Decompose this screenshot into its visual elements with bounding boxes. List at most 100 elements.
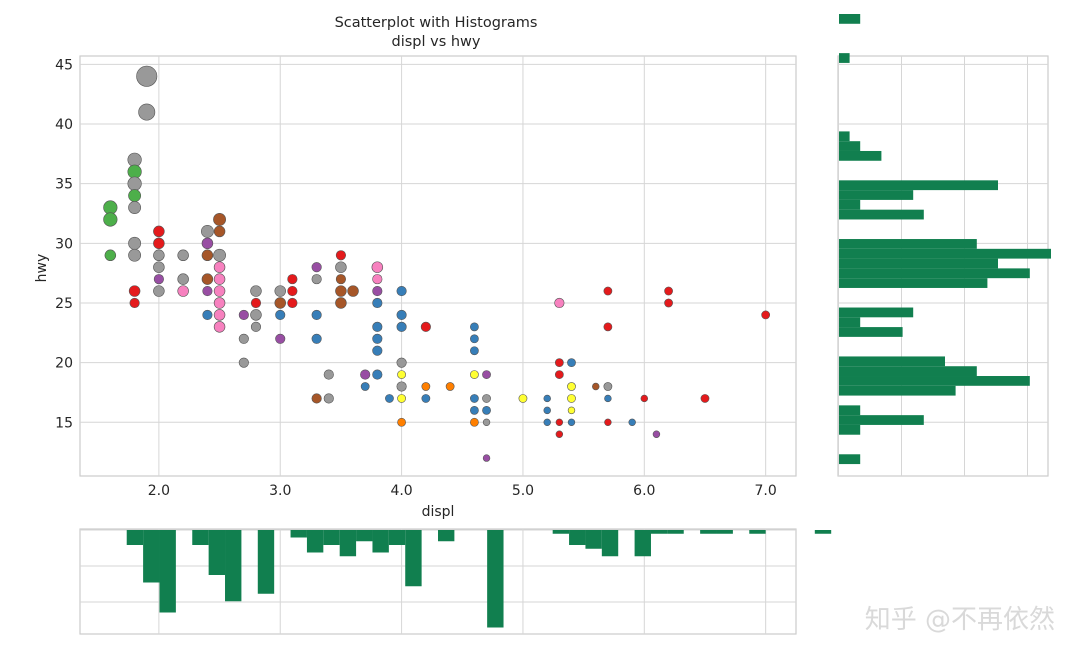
scatter-point: [396, 309, 407, 320]
scatter-point: [311, 393, 322, 404]
scatter-point: [250, 321, 262, 332]
scatter-point: [554, 297, 565, 309]
scatter-point: [201, 237, 214, 250]
scatter-point: [421, 382, 431, 391]
scatter-point: [136, 65, 158, 87]
scatter-point: [311, 262, 322, 273]
x-histogram-bar: [552, 530, 570, 534]
scatter-point: [250, 309, 262, 321]
x-histogram-bar: [290, 530, 307, 538]
y-histogram-bar: [839, 385, 956, 396]
scatter-point: [238, 357, 249, 368]
scatter-point: [311, 309, 322, 320]
scatter-point: [213, 213, 226, 226]
scatter-point: [128, 248, 142, 262]
scatter-point: [603, 322, 613, 332]
scatter-point: [153, 225, 165, 238]
x-histogram-frame: [79, 528, 797, 635]
x-tick-labels: 2.0 3.0 4.0 5.0 6.0 7.0: [148, 483, 777, 499]
scatter-point: [420, 321, 431, 332]
scatter-point: [103, 200, 118, 215]
scatter-point: [153, 237, 165, 250]
scatter-grid: [80, 56, 796, 476]
scatter-point: [555, 418, 564, 427]
y-histogram-bar: [839, 405, 861, 416]
scatter-point: [128, 285, 141, 297]
x-histogram-bar: [814, 530, 832, 534]
x-tick-label: 4.0: [390, 483, 412, 499]
y-histogram-bar: [839, 248, 1051, 259]
scatter-point: [396, 321, 407, 332]
chart-title: Scatterplot with Histograms: [335, 15, 538, 31]
y-histogram-bars: [839, 14, 1051, 465]
scatter-plot-area: 2.0 3.0 4.0 5.0 6.0 7.0 15 20 25 30 35 40 45: [55, 55, 797, 499]
scatter-point: [700, 394, 710, 403]
y-tick-label: 30: [55, 236, 73, 252]
scatter-point: [129, 297, 140, 309]
chart-subtitle: displ vs hwy: [391, 34, 480, 50]
x-axis-label: displ: [422, 504, 455, 520]
scatter-point: [335, 297, 347, 309]
scatter-point: [372, 321, 383, 332]
scatter-point: [274, 297, 286, 309]
scatter-point: [127, 164, 142, 179]
x-histogram-bar: [634, 530, 651, 557]
scatter-point: [554, 358, 564, 368]
x-histogram-bar: [192, 530, 209, 545]
scatter-point: [518, 394, 528, 403]
x-histogram-bar: [716, 530, 733, 534]
scatter-point: [153, 249, 165, 262]
scatter-point: [372, 285, 383, 297]
scatter-point: [482, 418, 491, 427]
scatter-point: [396, 381, 407, 392]
scatter-point: [213, 225, 226, 238]
scatter-point: [177, 285, 189, 297]
scatter-point: [604, 394, 612, 403]
scatter-point: [603, 286, 613, 296]
y-tick-label: 20: [55, 356, 73, 372]
y-histogram-area: [837, 14, 1051, 477]
scatter-point: [482, 405, 491, 415]
scatter-point: [274, 285, 286, 297]
scatter-point: [335, 250, 346, 261]
scatter-point: [664, 286, 673, 296]
x-histogram-bar: [438, 530, 455, 542]
x-histogram-bar: [667, 530, 684, 534]
scatter-point: [397, 370, 406, 379]
scatter-point: [213, 321, 226, 333]
x-histogram-bar: [208, 530, 226, 575]
y-histogram-bar: [839, 317, 861, 328]
y-axis-label: hwy: [34, 254, 50, 283]
x-histogram-bar: [569, 530, 586, 545]
x-histogram-bar: [601, 530, 619, 557]
scatter-point: [213, 297, 226, 309]
x-histogram-bar: [159, 530, 176, 613]
y-tick-label: 15: [55, 415, 73, 431]
scatter-point: [397, 394, 406, 403]
y-histogram-bar: [839, 327, 903, 337]
scatter-point: [103, 212, 118, 227]
scatter-point: [153, 261, 165, 273]
scatter-point: [201, 224, 214, 238]
y-tick-label: 25: [55, 296, 73, 312]
scatter-point: [287, 285, 298, 297]
scatter-point: [360, 382, 370, 391]
scatter-point: [202, 309, 213, 320]
scatter-point: [128, 236, 142, 250]
scatter-point: [385, 394, 394, 403]
scatter-point: [372, 274, 383, 285]
scatter-point: [250, 297, 262, 309]
scatter-point: [470, 405, 479, 415]
x-tick-label: 5.0: [512, 483, 534, 499]
scatter-point: [470, 334, 479, 344]
x-histogram-bar: [749, 530, 766, 534]
x-histogram-area: [79, 528, 832, 635]
scatter-point: [335, 274, 346, 285]
scatter-point: [371, 261, 384, 273]
scatter-point: [470, 417, 479, 427]
y-histogram-bar: [839, 150, 882, 161]
scatter-point: [372, 333, 383, 344]
scatter-point: [470, 322, 479, 332]
scatter-point: [202, 285, 213, 297]
scatter-point: [213, 285, 226, 297]
